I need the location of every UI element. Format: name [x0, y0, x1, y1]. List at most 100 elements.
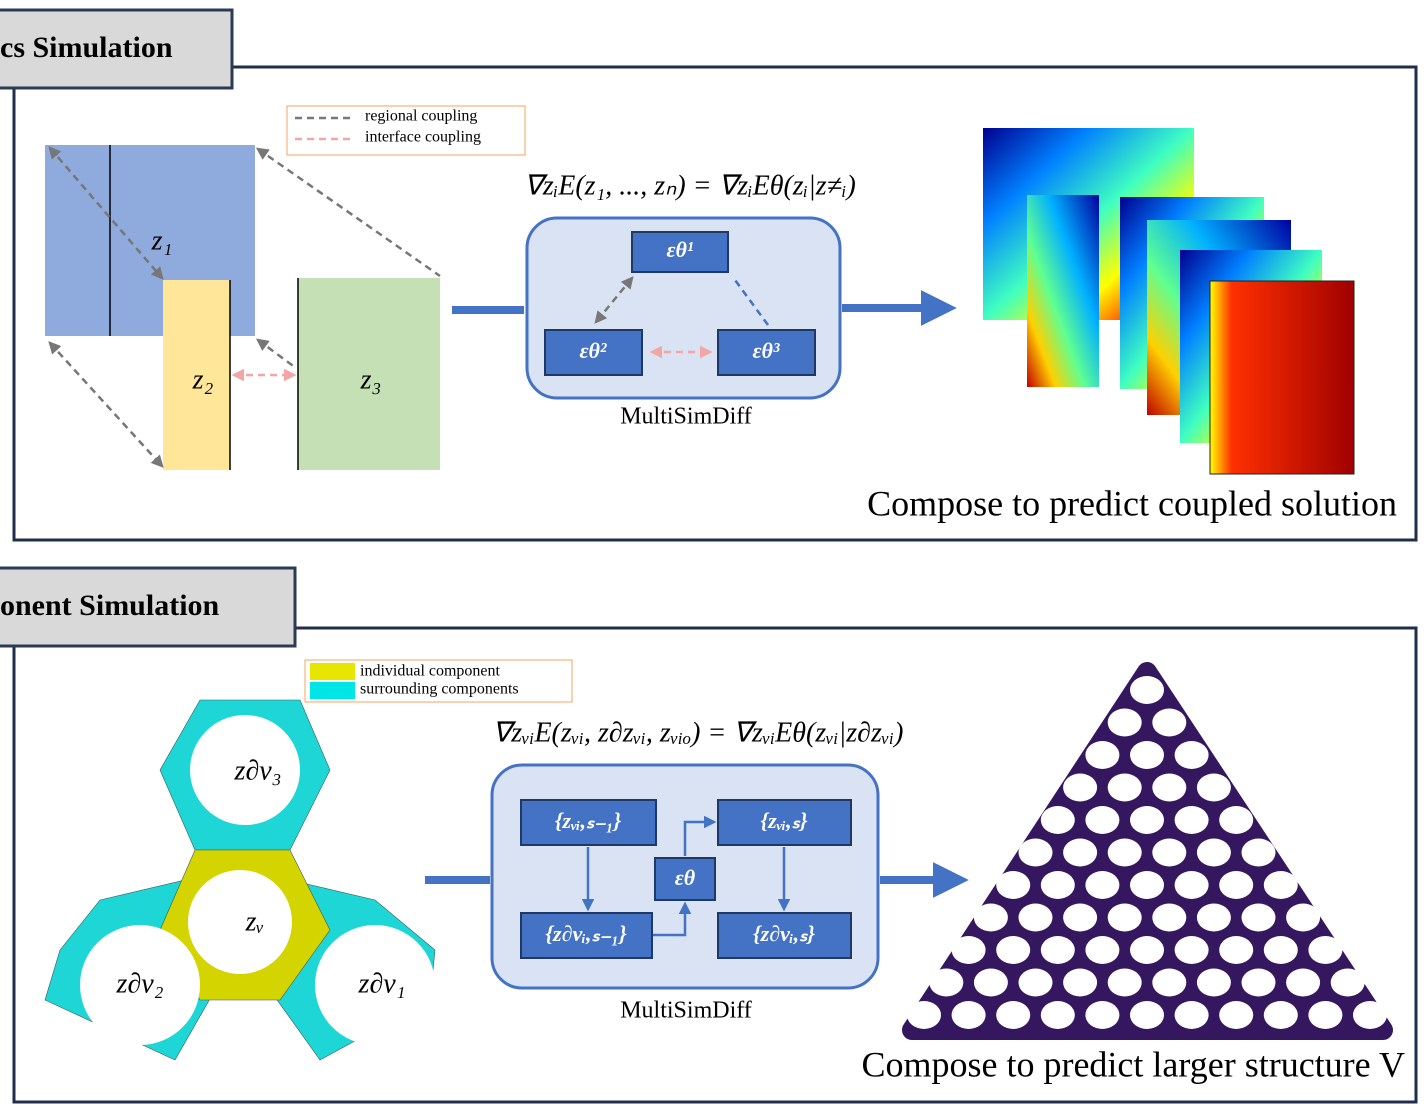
lattice-hole [1308, 1001, 1343, 1029]
lattice-hole [1152, 968, 1187, 997]
region-label: z₃ [360, 364, 382, 395]
coupling-arrow [594, 276, 634, 324]
lattice-hole [1174, 1001, 1209, 1029]
lattice-hole [1107, 838, 1142, 867]
lattice-hole [1063, 773, 1098, 802]
lattice-hole [1040, 936, 1075, 964]
legend-box [286, 105, 526, 156]
lattice-hole [1063, 968, 1098, 997]
flow-arrow [683, 815, 717, 856]
legend-swatch [310, 682, 355, 699]
lattice-hole [1196, 838, 1231, 867]
lattice-hole [1152, 903, 1187, 932]
lattice-hole [1219, 871, 1254, 899]
lattice-hole [973, 968, 1008, 997]
lattice-hole [1107, 773, 1142, 802]
panel-tab [0, 566, 297, 648]
lattice-hole [1196, 968, 1231, 997]
panel-title: onent Simulation [0, 589, 220, 622]
heatmap [1209, 280, 1355, 475]
node-label: εθ¹ [666, 237, 693, 262]
model-node [631, 231, 729, 273]
lattice-hole [1174, 871, 1209, 899]
lattice-hole [1130, 741, 1164, 769]
lattice-hole [1130, 871, 1164, 899]
caption: Compose to predict larger structure V [861, 1044, 1405, 1084]
region-label: z₂ [192, 364, 214, 395]
lattice-hole [1219, 1001, 1254, 1029]
region-z3 [298, 278, 440, 470]
lattice-hole [1085, 806, 1120, 834]
lattice-hole [1330, 968, 1365, 997]
lattice-hole [1196, 903, 1231, 932]
lattice-hole [1219, 806, 1254, 834]
heatmap [1027, 195, 1099, 387]
lattice-hole [1263, 1001, 1298, 1029]
model-node [654, 857, 716, 901]
coupling-arrow [255, 147, 441, 278]
node-label: εθ³ [752, 338, 779, 363]
model-node [544, 329, 643, 376]
panel-frame [12, 65, 1418, 542]
lattice-hole [1085, 1001, 1120, 1029]
lattice-hole [929, 968, 964, 997]
model-node [520, 912, 653, 959]
flow-arrow [653, 901, 692, 937]
coupling-arrow [255, 338, 297, 370]
lattice-hole [1130, 936, 1164, 964]
legend-swatch [310, 663, 355, 680]
hole [315, 925, 435, 1045]
lattice-hole [1241, 838, 1276, 867]
lattice-hole [1107, 708, 1142, 737]
lattice-hole [951, 936, 986, 964]
lattice-hole [1040, 1001, 1075, 1029]
legend-label: regional coupling [365, 108, 477, 125]
model-node [717, 329, 816, 376]
region-label: z₁ [151, 225, 173, 256]
component-label: z∂v₃ [234, 755, 282, 786]
legend-label: interface coupling [365, 129, 481, 146]
lattice-hole [1130, 1001, 1164, 1029]
formula: ∇zᵢE(z₁, ..., zₙ) = ∇zᵢEθ(zᵢ|z≠ᵢ) [524, 170, 856, 201]
lattice-hole [1018, 838, 1053, 867]
lattice-hole [1040, 806, 1075, 834]
node-label: εθ [675, 865, 696, 890]
lattice-hole [1174, 936, 1209, 964]
node-label: {z∂vᵢ,ₛ} [753, 921, 815, 946]
node-label: εθ² [579, 338, 606, 363]
model-name: MultiSimDiff [620, 998, 752, 1024]
component-label: z∂v₁ [358, 968, 406, 999]
node-label: {zᵥᵢ,ₛ₋₁} [555, 808, 622, 833]
lattice [902, 662, 1393, 1040]
lattice-hole [1152, 773, 1187, 802]
hole [80, 925, 200, 1045]
lattice-hole [996, 1001, 1031, 1029]
formula: ∇zᵥᵢE(zᵥᵢ, z∂zᵥᵢ, zᵥᵢₒ) = ∇zᵥᵢEθ(zᵥᵢ|z∂z… [493, 717, 904, 748]
lattice-hole [951, 1001, 986, 1029]
lattice-hole [996, 936, 1031, 964]
lattice-hole [973, 903, 1008, 932]
component-label: zᵥ [245, 906, 265, 937]
coupling-arrow [48, 341, 164, 468]
coupling-arrow [48, 146, 164, 280]
lattice-hole [1174, 806, 1209, 834]
lattice-hole [1241, 903, 1276, 932]
lattice-hole [1263, 871, 1298, 899]
region-z2 [163, 280, 230, 470]
coupling-arrow [733, 279, 770, 326]
lattice-hole [1130, 676, 1164, 704]
node-label: {zᵥᵢ,ₛ} [760, 808, 807, 833]
lattice-hole [1241, 968, 1276, 997]
lattice-hole [1085, 936, 1120, 964]
lattice-hole [1263, 936, 1298, 964]
model-name: MultiSimDiff [620, 404, 752, 430]
component-label: z∂v₂ [116, 968, 164, 999]
lattice-hole [1085, 871, 1120, 899]
node-label: {z∂vᵢ,ₛ₋₁} [545, 921, 627, 946]
lattice-hole [1286, 968, 1321, 997]
lattice-hole [1152, 838, 1187, 867]
lattice-hole [1107, 968, 1142, 997]
lattice-hole [1063, 838, 1098, 867]
lattice-hole [1219, 936, 1254, 964]
